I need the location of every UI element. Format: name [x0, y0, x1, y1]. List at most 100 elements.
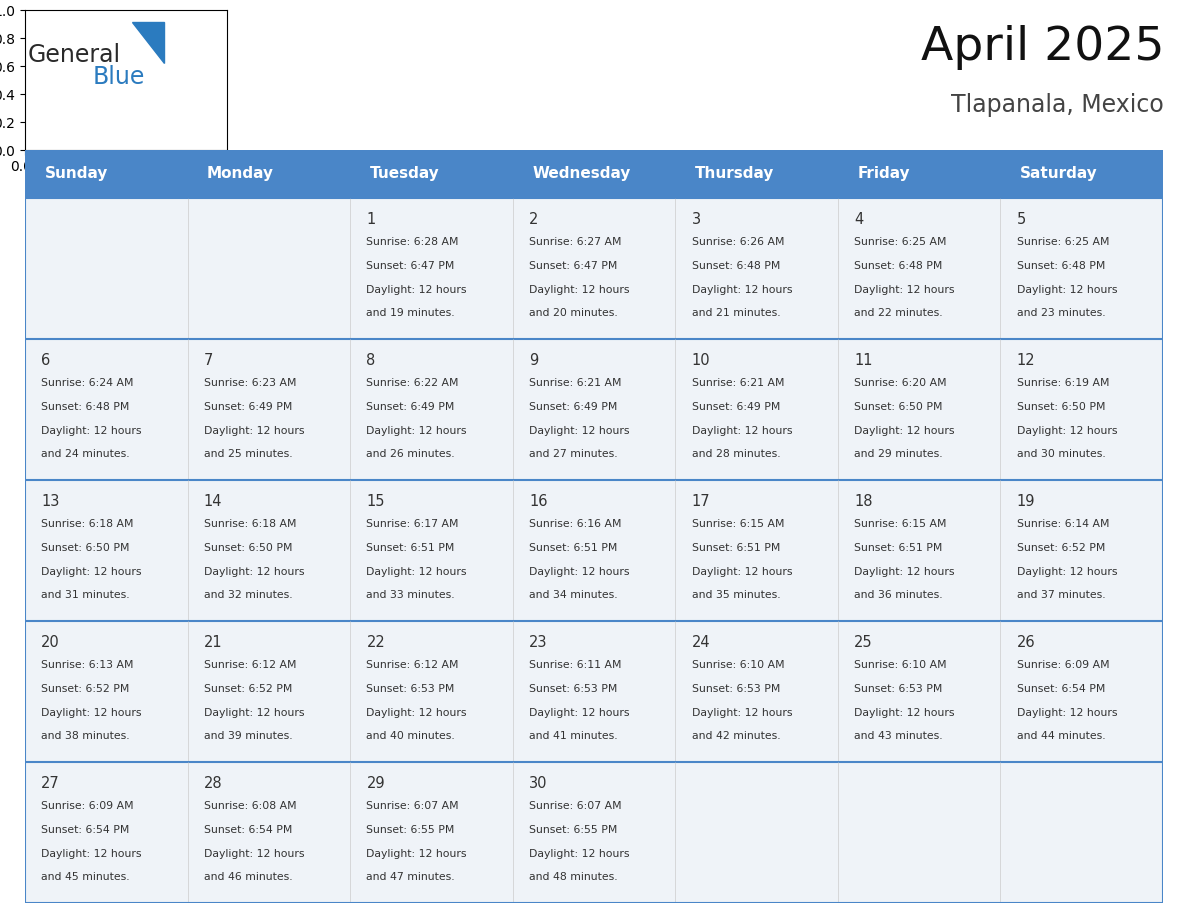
Text: 7: 7 — [204, 353, 213, 368]
Text: and 32 minutes.: and 32 minutes. — [204, 590, 292, 599]
Bar — [513, 480, 675, 621]
Text: Sunset: 6:47 PM: Sunset: 6:47 PM — [366, 261, 455, 271]
Text: Saturday: Saturday — [1020, 166, 1098, 182]
Text: 21: 21 — [204, 635, 222, 650]
Text: and 47 minutes.: and 47 minutes. — [366, 872, 455, 882]
Text: Sunrise: 6:09 AM: Sunrise: 6:09 AM — [1017, 660, 1110, 670]
Text: General: General — [27, 43, 121, 67]
Text: 2: 2 — [529, 212, 538, 227]
Bar — [838, 762, 1000, 903]
Text: Daylight: 12 hours: Daylight: 12 hours — [366, 426, 467, 436]
Text: Sunset: 6:49 PM: Sunset: 6:49 PM — [366, 402, 455, 412]
Text: Sunrise: 6:09 AM: Sunrise: 6:09 AM — [42, 801, 134, 812]
Text: 20: 20 — [42, 635, 61, 650]
Text: 22: 22 — [366, 635, 385, 650]
Bar — [1000, 762, 1163, 903]
Text: Daylight: 12 hours: Daylight: 12 hours — [1017, 285, 1117, 296]
Text: Blue: Blue — [93, 65, 145, 89]
Text: 8: 8 — [366, 353, 375, 368]
Text: April 2025: April 2025 — [921, 25, 1164, 70]
Text: and 45 minutes.: and 45 minutes. — [42, 872, 129, 882]
Text: Daylight: 12 hours: Daylight: 12 hours — [529, 709, 630, 718]
Bar — [675, 480, 838, 621]
Text: Daylight: 12 hours: Daylight: 12 hours — [529, 567, 630, 577]
Text: Daylight: 12 hours: Daylight: 12 hours — [42, 849, 141, 859]
Text: Daylight: 12 hours: Daylight: 12 hours — [204, 709, 304, 718]
Text: Sunrise: 6:10 AM: Sunrise: 6:10 AM — [854, 660, 947, 670]
Text: Sunset: 6:53 PM: Sunset: 6:53 PM — [366, 684, 455, 694]
Text: Daylight: 12 hours: Daylight: 12 hours — [854, 709, 955, 718]
Bar — [350, 197, 513, 339]
Text: Sunset: 6:50 PM: Sunset: 6:50 PM — [1017, 402, 1105, 412]
Text: Sunset: 6:54 PM: Sunset: 6:54 PM — [204, 825, 292, 835]
Text: Sunrise: 6:08 AM: Sunrise: 6:08 AM — [204, 801, 297, 812]
Text: Sunrise: 6:19 AM: Sunrise: 6:19 AM — [1017, 378, 1110, 388]
Text: and 30 minutes.: and 30 minutes. — [1017, 449, 1106, 459]
Text: Sunset: 6:51 PM: Sunset: 6:51 PM — [691, 543, 779, 554]
Text: and 43 minutes.: and 43 minutes. — [854, 731, 943, 741]
Text: Sunrise: 6:24 AM: Sunrise: 6:24 AM — [42, 378, 134, 388]
Text: Sunset: 6:53 PM: Sunset: 6:53 PM — [691, 684, 779, 694]
Text: 12: 12 — [1017, 353, 1035, 368]
Bar — [513, 197, 675, 339]
Text: Daylight: 12 hours: Daylight: 12 hours — [366, 709, 467, 718]
Text: and 24 minutes.: and 24 minutes. — [42, 449, 129, 459]
Text: 30: 30 — [529, 776, 548, 791]
Bar — [838, 621, 1000, 762]
Text: Tlapanala, Mexico: Tlapanala, Mexico — [952, 93, 1164, 117]
Text: Sunrise: 6:21 AM: Sunrise: 6:21 AM — [529, 378, 621, 388]
Text: 25: 25 — [854, 635, 873, 650]
Text: Daylight: 12 hours: Daylight: 12 hours — [691, 426, 792, 436]
Text: Daylight: 12 hours: Daylight: 12 hours — [366, 849, 467, 859]
Text: and 48 minutes.: and 48 minutes. — [529, 872, 618, 882]
Bar — [838, 197, 1000, 339]
Text: Sunday: Sunday — [44, 166, 108, 182]
Bar — [1000, 339, 1163, 480]
Bar — [350, 480, 513, 621]
Text: Sunrise: 6:13 AM: Sunrise: 6:13 AM — [42, 660, 134, 670]
Bar — [188, 480, 350, 621]
Bar — [513, 762, 675, 903]
Text: Daylight: 12 hours: Daylight: 12 hours — [529, 285, 630, 296]
Text: and 31 minutes.: and 31 minutes. — [42, 590, 129, 599]
Text: Sunrise: 6:22 AM: Sunrise: 6:22 AM — [366, 378, 459, 388]
Text: Sunset: 6:52 PM: Sunset: 6:52 PM — [1017, 543, 1105, 554]
Text: Tuesday: Tuesday — [369, 166, 440, 182]
Text: Sunrise: 6:25 AM: Sunrise: 6:25 AM — [1017, 237, 1110, 247]
Bar — [25, 197, 188, 339]
Text: 23: 23 — [529, 635, 548, 650]
Bar — [25, 339, 188, 480]
Bar — [350, 621, 513, 762]
Text: Sunrise: 6:25 AM: Sunrise: 6:25 AM — [854, 237, 947, 247]
Bar — [25, 621, 188, 762]
Text: and 27 minutes.: and 27 minutes. — [529, 449, 618, 459]
Bar — [25, 150, 1163, 197]
Text: 15: 15 — [366, 494, 385, 509]
Text: Sunset: 6:48 PM: Sunset: 6:48 PM — [691, 261, 779, 271]
Text: 18: 18 — [854, 494, 873, 509]
Text: and 41 minutes.: and 41 minutes. — [529, 731, 618, 741]
Text: Daylight: 12 hours: Daylight: 12 hours — [691, 709, 792, 718]
Text: Sunrise: 6:07 AM: Sunrise: 6:07 AM — [366, 801, 459, 812]
Bar — [1000, 621, 1163, 762]
Text: 10: 10 — [691, 353, 710, 368]
Bar — [1000, 197, 1163, 339]
Text: Sunrise: 6:23 AM: Sunrise: 6:23 AM — [204, 378, 296, 388]
Text: Daylight: 12 hours: Daylight: 12 hours — [691, 285, 792, 296]
Polygon shape — [132, 22, 164, 63]
Text: and 46 minutes.: and 46 minutes. — [204, 872, 292, 882]
Text: and 26 minutes.: and 26 minutes. — [366, 449, 455, 459]
Text: 16: 16 — [529, 494, 548, 509]
Text: 6: 6 — [42, 353, 51, 368]
Text: 29: 29 — [366, 776, 385, 791]
Text: 28: 28 — [204, 776, 222, 791]
Text: Daylight: 12 hours: Daylight: 12 hours — [529, 849, 630, 859]
Text: Sunrise: 6:14 AM: Sunrise: 6:14 AM — [1017, 520, 1110, 530]
Text: Sunset: 6:49 PM: Sunset: 6:49 PM — [529, 402, 618, 412]
Text: and 34 minutes.: and 34 minutes. — [529, 590, 618, 599]
Text: and 22 minutes.: and 22 minutes. — [854, 308, 943, 318]
Text: Daylight: 12 hours: Daylight: 12 hours — [854, 567, 955, 577]
Text: Sunset: 6:55 PM: Sunset: 6:55 PM — [366, 825, 455, 835]
Text: Sunset: 6:52 PM: Sunset: 6:52 PM — [204, 684, 292, 694]
Text: 19: 19 — [1017, 494, 1035, 509]
